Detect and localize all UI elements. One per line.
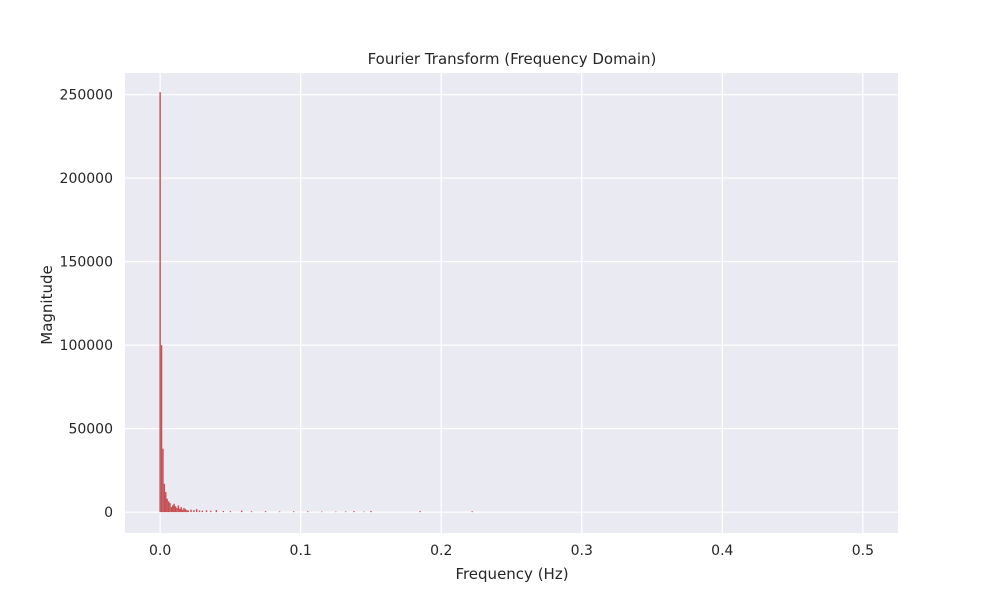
x-tick-label: 0.3	[571, 543, 593, 559]
magnitude-bar	[471, 511, 473, 513]
magnitude-bar	[180, 507, 182, 513]
magnitude-bar	[174, 506, 177, 513]
magnitude-bar	[163, 483, 166, 513]
x-axis-ticks: 0.0 0.1 0.2 0.3 0.4 0.5	[149, 543, 874, 559]
y-axis-ticks: 0 50000 100000 150000 200000 250000	[60, 88, 113, 521]
x-tick-label: 0.2	[430, 543, 452, 559]
magnitude-bar	[193, 510, 195, 513]
magnitude-bar	[370, 510, 372, 513]
magnitude-bar	[173, 503, 175, 513]
magnitude-bar	[190, 509, 192, 513]
y-tick-label: 200000	[60, 171, 113, 187]
magnitude-bar	[210, 510, 212, 513]
magnitude-bar	[229, 511, 232, 513]
magnitude-bar	[184, 509, 187, 513]
magnitude-bar	[307, 511, 309, 513]
y-tick-label: 250000	[60, 88, 113, 104]
magnitude-bar	[187, 510, 189, 513]
magnitude-bar	[159, 92, 161, 513]
y-tick-label: 50000	[68, 422, 113, 438]
magnitude-bar	[186, 510, 188, 513]
y-tick-label: 0	[104, 505, 113, 521]
y-tick-label: 100000	[60, 338, 113, 354]
magnitude-bar	[195, 509, 198, 513]
magnitude-bar	[215, 510, 218, 513]
magnitude-bar	[222, 510, 225, 513]
magnitude-bar	[353, 511, 355, 513]
x-axis-label: Frequency (Hz)	[455, 565, 568, 583]
chart-title: Fourier Transform (Frequency Domain)	[368, 50, 657, 68]
magnitude-bar	[321, 511, 323, 513]
y-axis-label: Magnitude	[38, 265, 56, 344]
magnitude-bars	[159, 92, 473, 513]
magnitude-bar	[165, 492, 167, 513]
magnitude-bar	[166, 498, 168, 513]
magnitude-bar	[169, 502, 171, 513]
magnitude-bar	[278, 511, 281, 513]
magnitude-bar	[292, 511, 295, 513]
magnitude-bar	[177, 505, 180, 513]
magnitude-bar	[181, 509, 184, 513]
magnitude-bar	[240, 510, 243, 513]
x-tick-label: 0.1	[290, 543, 312, 559]
magnitude-bar	[250, 511, 253, 513]
y-tick-label: 150000	[60, 255, 113, 271]
magnitude-bar	[162, 448, 164, 513]
magnitude-bar	[176, 507, 178, 513]
x-tick-label: 0.0	[149, 543, 171, 559]
magnitude-bar	[179, 508, 181, 513]
x-tick-label: 0.5	[852, 543, 874, 559]
plot-background	[125, 73, 898, 533]
x-tick-label: 0.4	[711, 543, 733, 559]
magnitude-bar	[198, 510, 201, 513]
magnitude-bar	[344, 511, 347, 513]
magnitude-bar	[170, 507, 173, 513]
magnitude-bar	[201, 510, 204, 513]
magnitude-bar	[183, 507, 185, 513]
magnitude-bar	[205, 510, 208, 513]
magnitude-bar	[172, 505, 174, 513]
magnitude-bar	[264, 511, 267, 513]
magnitude-bar	[167, 501, 170, 513]
grid-lines	[125, 73, 898, 533]
magnitude-bar	[335, 511, 337, 513]
magnitude-bar	[419, 511, 421, 513]
magnitude-bar	[160, 345, 163, 513]
magnitude-bar	[363, 511, 365, 513]
